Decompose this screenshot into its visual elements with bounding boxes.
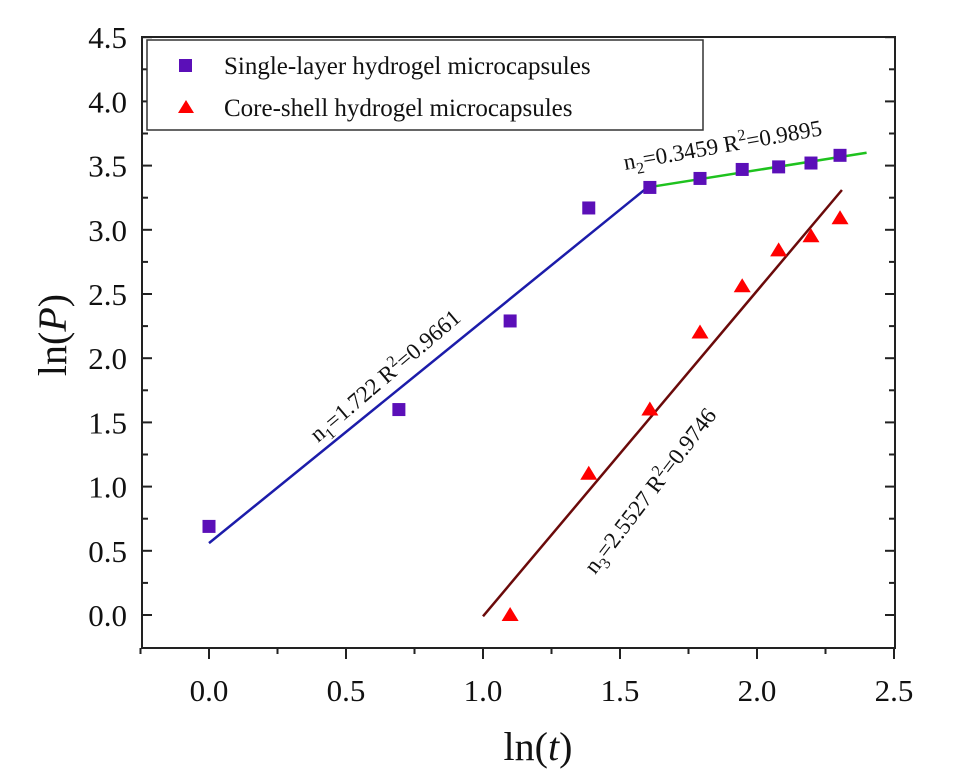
y-tick-label: 4.0 xyxy=(88,84,127,119)
point-core-shell xyxy=(641,401,659,416)
legend-box xyxy=(146,39,704,131)
y-axis-title: ln(P) xyxy=(30,294,75,376)
point-core-shell xyxy=(733,278,751,293)
fit-n2-line xyxy=(647,151,867,189)
point-single-layer xyxy=(503,314,517,328)
x-tick-label: 2.5 xyxy=(875,673,914,708)
point-core-shell xyxy=(501,607,519,621)
point-single-layer xyxy=(772,160,786,174)
y-tick-label: 2.5 xyxy=(88,277,127,312)
point-single-layer xyxy=(833,148,847,162)
y-tick-label: 4.5 xyxy=(88,20,127,55)
point-core-shell xyxy=(802,228,820,243)
point-core-shell xyxy=(691,324,709,339)
x-tick-label: 1.0 xyxy=(464,673,503,708)
y-tick-label: 2.0 xyxy=(88,341,127,376)
y-axis: 0.0 0.5 1.0 1.5 2.0 2.5 3.0 3.5 4.0 4.5 xyxy=(88,20,895,633)
point-single-layer xyxy=(735,162,749,176)
legend-marker-triangle xyxy=(178,100,194,113)
plot-border xyxy=(141,36,896,649)
fit-n1-line xyxy=(208,186,649,545)
point-core-shell xyxy=(831,210,849,225)
point-core-shell xyxy=(580,465,598,480)
point-single-layer xyxy=(392,403,406,417)
y-tick-label: 1.0 xyxy=(88,470,127,505)
fit-lines xyxy=(208,151,867,618)
point-single-layer xyxy=(643,180,657,194)
x-tick-label: 1.5 xyxy=(601,673,640,708)
x-tick-label: 2.0 xyxy=(738,673,777,708)
legend-label-single-layer: Single-layer hydrogel microcapsules xyxy=(224,53,591,80)
point-single-layer xyxy=(202,519,216,533)
legend-label-core-shell: Core-shell hydrogel microcapsules xyxy=(224,95,573,122)
y-tick-label: 1.5 xyxy=(88,405,127,440)
x-axis: 0.0 0.5 1.0 1.5 2.0 2.5 xyxy=(139,648,914,708)
legend: Single-layer hydrogel microcapsules Core… xyxy=(146,39,704,131)
point-single-layer xyxy=(582,201,596,215)
x-axis-title: ln(t) xyxy=(504,724,573,769)
y-tick-label: 0.5 xyxy=(88,534,127,569)
plot-frame xyxy=(141,36,896,649)
y-tick-label: 0.0 xyxy=(88,598,127,633)
fit-n3-line xyxy=(482,189,843,618)
point-core-shell xyxy=(770,242,788,257)
data-points xyxy=(202,148,849,621)
fit-n1-annotation: n1=1.722 R2=0.9661 xyxy=(304,303,469,450)
x-tick-label: 0.0 xyxy=(190,673,229,708)
point-single-layer xyxy=(804,156,818,170)
fit-n3-annotation: n3=2.5527 R2=0.9746 xyxy=(578,402,726,581)
x-tick-label: 0.5 xyxy=(327,673,366,708)
legend-marker-square xyxy=(179,59,192,72)
point-single-layer xyxy=(693,171,707,185)
y-tick-label: 3.5 xyxy=(88,149,127,184)
y-tick-label: 3.0 xyxy=(88,213,127,248)
